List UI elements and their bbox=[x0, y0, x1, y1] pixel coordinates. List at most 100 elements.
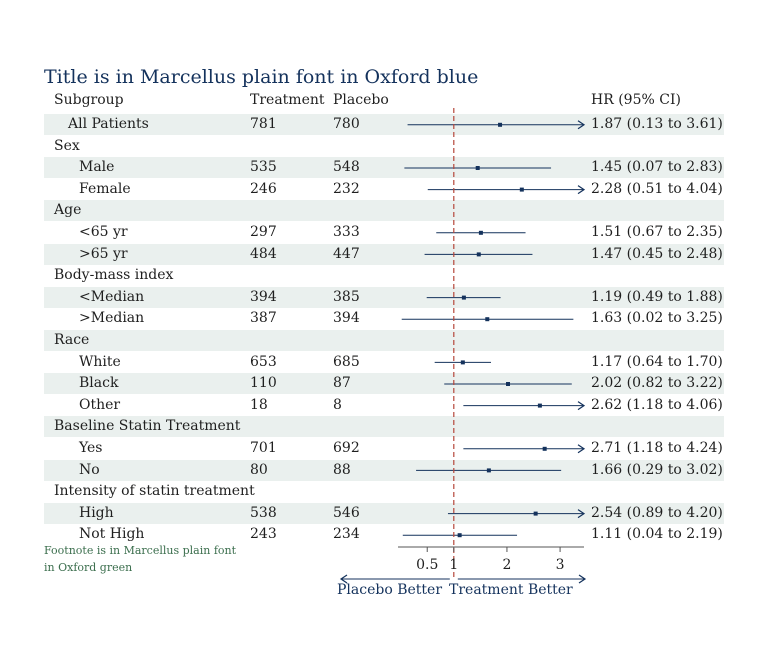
treatment-count: 653 bbox=[250, 353, 277, 370]
row-band bbox=[44, 157, 724, 179]
hr-point bbox=[519, 187, 524, 192]
placebo-count: 87 bbox=[333, 375, 351, 392]
group-label: Baseline Statin Treatment bbox=[54, 418, 241, 435]
footnote: Footnote is in Marcellus plain font in O… bbox=[44, 542, 236, 576]
group-label: Body-mass index bbox=[54, 267, 174, 284]
footnote-line-1: Footnote is in Marcellus plain font bbox=[44, 544, 237, 557]
ci-arrow bbox=[577, 401, 586, 411]
hr-ci-text: 1.87 (0.13 to 3.61) bbox=[591, 116, 723, 132]
hr-point bbox=[485, 317, 490, 322]
treatment-count: 110 bbox=[250, 375, 277, 392]
treatment-count: 538 bbox=[250, 504, 277, 521]
subgroup-label: Yes bbox=[79, 440, 103, 456]
placebo-count: 685 bbox=[333, 353, 360, 370]
subgroup-label: High bbox=[79, 504, 114, 521]
footnote-line-2: in Oxford green bbox=[44, 561, 133, 574]
placebo-count: 548 bbox=[333, 159, 360, 176]
x-tick-label: 0.5 bbox=[416, 557, 438, 573]
hr-ci-text: 1.51 (0.67 to 2.35) bbox=[591, 224, 723, 240]
x-tick-label: 3 bbox=[556, 557, 565, 573]
placebo-count: 88 bbox=[333, 461, 351, 478]
subgroup-label: Black bbox=[79, 375, 119, 392]
subgroup-label: All Patients bbox=[68, 116, 149, 132]
subgroup-label: Not High bbox=[79, 526, 145, 543]
header-treatment: Treatment bbox=[250, 92, 325, 108]
row-band bbox=[44, 502, 724, 524]
row-band bbox=[44, 330, 724, 351]
row-band bbox=[44, 373, 724, 395]
ci-arrow bbox=[577, 444, 586, 454]
x-tick-label: 2 bbox=[502, 557, 511, 573]
treatment-count: 484 bbox=[250, 245, 277, 262]
header-hr: HR (95% CI) bbox=[591, 92, 681, 108]
treatment-better-label: Treatment Better bbox=[449, 582, 573, 598]
hr-point bbox=[533, 511, 538, 516]
placebo-count: 385 bbox=[333, 288, 360, 305]
hr-ci-text: 1.19 (0.49 to 1.88) bbox=[591, 288, 723, 305]
hr-ci-text: 1.66 (0.29 to 3.02) bbox=[591, 461, 723, 478]
subgroup-label: Male bbox=[79, 159, 115, 176]
row-band bbox=[44, 243, 724, 265]
placebo-count: 234 bbox=[333, 526, 360, 543]
hr-ci-text: 2.71 (1.18 to 4.24) bbox=[591, 440, 723, 456]
treatment-count: 535 bbox=[250, 159, 277, 176]
hr-ci-text: 2.02 (0.82 to 3.22) bbox=[591, 375, 723, 392]
treatment-count: 701 bbox=[250, 440, 277, 456]
subgroup-label: >Median bbox=[79, 310, 145, 327]
hr-point bbox=[486, 468, 491, 473]
ci-arrow bbox=[577, 185, 586, 195]
subgroup-label: <Median bbox=[79, 288, 145, 305]
hr-point bbox=[498, 122, 503, 127]
placebo-better-label: Placebo Better bbox=[337, 582, 443, 598]
hr-point bbox=[457, 533, 462, 538]
row-band bbox=[44, 459, 724, 481]
treatment-count: 387 bbox=[250, 310, 277, 327]
treatment-count: 781 bbox=[250, 116, 277, 132]
treatment-count: 246 bbox=[250, 180, 277, 197]
subgroup-label: >65 yr bbox=[79, 245, 128, 262]
placebo-count: 447 bbox=[333, 245, 360, 262]
row-band bbox=[44, 416, 724, 438]
placebo-count: 780 bbox=[333, 116, 360, 132]
placebo-count: 333 bbox=[333, 224, 360, 240]
hr-ci-text: 1.63 (0.02 to 3.25) bbox=[591, 310, 723, 327]
header-placebo: Placebo bbox=[333, 92, 389, 108]
treatment-count: 18 bbox=[250, 396, 268, 413]
row-band bbox=[44, 286, 724, 308]
treatment-count: 297 bbox=[250, 224, 277, 240]
hr-ci-text: 2.28 (0.51 to 4.04) bbox=[591, 180, 723, 197]
placebo-count: 692 bbox=[333, 440, 360, 456]
row-band bbox=[44, 114, 724, 135]
subgroup-label: No bbox=[79, 461, 100, 478]
hr-ci-text: 1.17 (0.64 to 1.70) bbox=[591, 353, 723, 370]
hr-ci-text: 1.47 (0.45 to 2.48) bbox=[591, 245, 723, 262]
placebo-better-arrowhead bbox=[339, 574, 348, 584]
hr-ci-text: 1.11 (0.04 to 2.19) bbox=[591, 526, 723, 543]
treatment-count: 394 bbox=[250, 288, 277, 305]
hr-point bbox=[542, 446, 547, 451]
group-label: Sex bbox=[54, 137, 80, 154]
group-label: Age bbox=[54, 202, 82, 219]
placebo-count: 8 bbox=[333, 396, 342, 413]
treatment-count: 243 bbox=[250, 526, 277, 543]
ci-arrow bbox=[577, 509, 586, 519]
subgroup-label: <65 yr bbox=[79, 224, 128, 240]
row-band bbox=[44, 200, 724, 222]
placebo-count: 394 bbox=[333, 310, 360, 327]
hr-point bbox=[506, 382, 511, 386]
placebo-count: 546 bbox=[333, 504, 360, 521]
subgroup-label: Other bbox=[79, 396, 121, 413]
hr-point bbox=[537, 403, 542, 408]
hr-point bbox=[460, 360, 465, 365]
hr-ci-text: 1.45 (0.07 to 2.83) bbox=[591, 159, 723, 176]
header-subgroup: Subgroup bbox=[54, 92, 124, 108]
hr-ci-text: 2.62 (1.18 to 4.06) bbox=[591, 396, 723, 413]
x-tick-label: 1 bbox=[449, 557, 458, 573]
hr-point bbox=[461, 295, 466, 300]
group-label: Intensity of statin treatment bbox=[54, 483, 255, 500]
hr-point bbox=[476, 252, 481, 257]
hr-point bbox=[475, 166, 480, 170]
treatment-count: 80 bbox=[250, 461, 268, 478]
ci-arrow bbox=[577, 120, 586, 130]
hr-point bbox=[478, 230, 483, 235]
